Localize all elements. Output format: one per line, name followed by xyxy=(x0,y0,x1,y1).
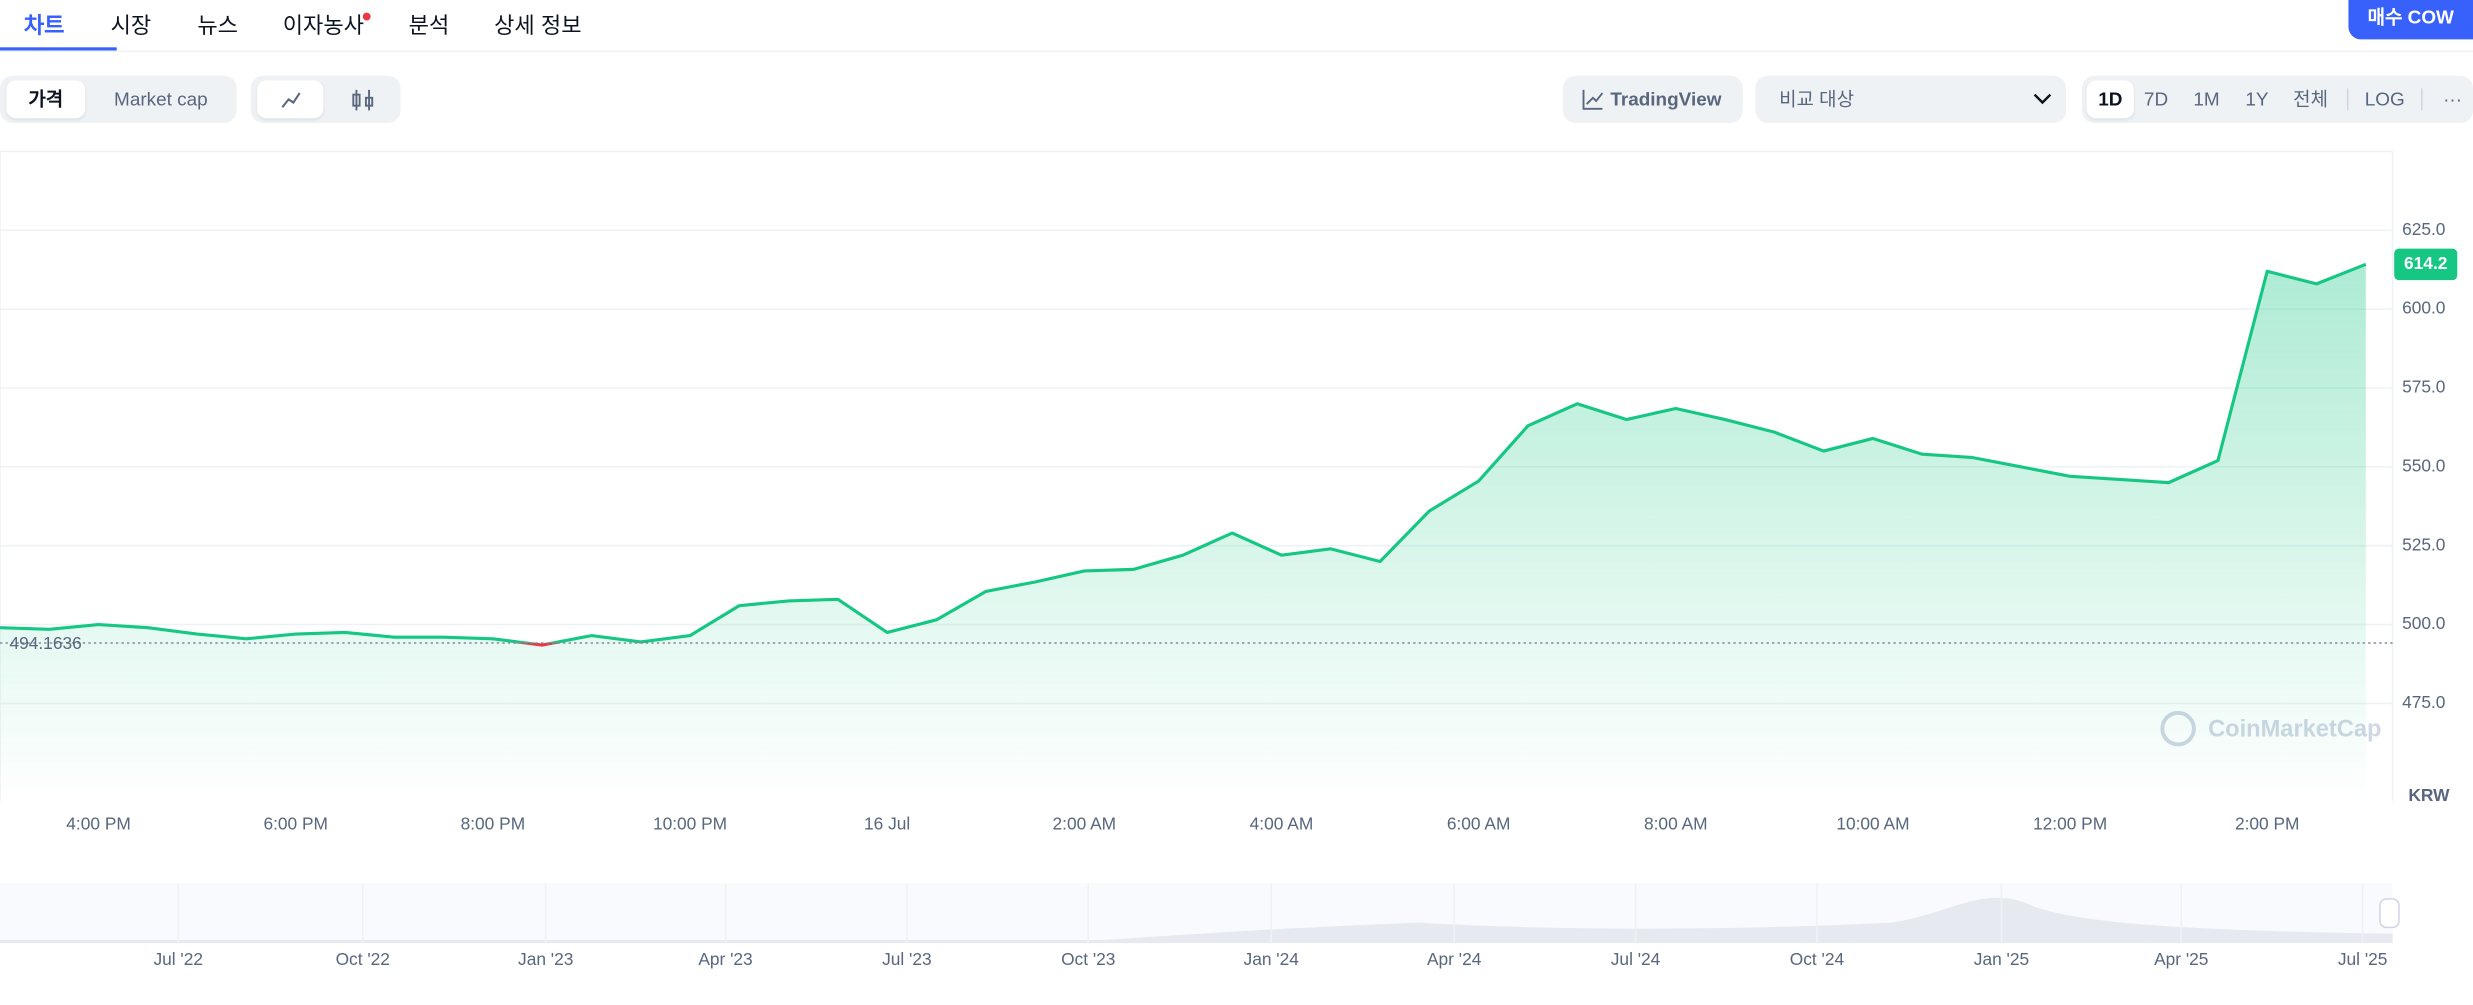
currency-label: KRW xyxy=(2408,785,2450,805)
x-tick-label: 10:00 PM xyxy=(653,813,727,833)
range-selector: 1D 7D 1M 1Y 전체 LOG ··· xyxy=(2081,75,2473,124)
current-price-tag xyxy=(2394,248,2458,281)
tab[interactable]: 상세 정보 xyxy=(494,12,582,38)
divider xyxy=(2421,88,2423,111)
range-1d[interactable]: 1D xyxy=(2086,80,2134,119)
range-1m[interactable]: 1M xyxy=(2193,88,2220,111)
divider xyxy=(2346,88,2349,111)
navigator-label: Jan '23 xyxy=(518,949,573,969)
navigator-label: Jul '25 xyxy=(2338,949,2388,969)
range-1y[interactable]: 1Y xyxy=(2245,88,2269,111)
more-button[interactable]: ··· xyxy=(2443,88,2463,111)
current-price-label: 614.2 xyxy=(2404,253,2447,273)
toggle-market-cap[interactable]: Market cap xyxy=(114,88,208,111)
chart-style-toggle xyxy=(250,75,401,124)
x-tick-label: 8:00 PM xyxy=(461,813,526,833)
tab-divider xyxy=(0,50,2473,53)
notification-dot xyxy=(362,12,371,21)
navigator-label: Apr '24 xyxy=(1427,949,1482,969)
area xyxy=(0,264,2366,802)
navigator-label: Jul '23 xyxy=(882,949,932,969)
y-tick-label: 500.0 xyxy=(2402,613,2445,633)
toggle-price[interactable]: 가격 xyxy=(6,80,86,119)
line-icon xyxy=(281,92,301,108)
tradingview-button[interactable]: TradingView xyxy=(1563,75,1743,124)
y-tick-label: 525.0 xyxy=(2402,534,2445,554)
y-tick-label: 625.0 xyxy=(2402,219,2445,239)
navigator-label: Oct '23 xyxy=(1061,949,1115,969)
tradingview-label: TradingView xyxy=(1610,88,1722,111)
x-tick-label: 10:00 AM xyxy=(1836,813,1909,833)
log-toggle[interactable]: LOG xyxy=(2364,88,2405,111)
x-tick-label: 4:00 PM xyxy=(66,813,131,833)
navigator-label: Jan '25 xyxy=(1974,949,2029,969)
candle-style-button[interactable] xyxy=(330,80,396,118)
x-tick-label: 4:00 AM xyxy=(1250,813,1314,833)
x-tick-label: 2:00 AM xyxy=(1053,813,1117,833)
active-tab-underline xyxy=(0,47,117,51)
candle-icon xyxy=(352,89,374,111)
x-tick-label: 8:00 AM xyxy=(1644,813,1708,833)
compare-label: 비교 대상 xyxy=(1779,88,1854,111)
x-tick-label: 12:00 PM xyxy=(2033,813,2107,833)
navigator-label: Jul '24 xyxy=(1611,949,1661,969)
navigator-label: Jan '24 xyxy=(1244,949,1300,969)
y-tick-label: 475.0 xyxy=(2402,692,2445,712)
navigator-label: Oct '22 xyxy=(336,949,390,969)
navigator-label: Apr '23 xyxy=(698,949,752,969)
x-tick-label: 2:00 PM xyxy=(2235,813,2300,833)
x-tick-label: 16 Jul xyxy=(864,813,910,833)
line-style-button[interactable] xyxy=(257,80,324,119)
navigator-label: Apr '25 xyxy=(2154,949,2208,969)
y-tick-label: 550.0 xyxy=(2402,455,2445,475)
range-all[interactable]: 전체 xyxy=(2293,88,2329,111)
tab[interactable]: 차트 xyxy=(23,12,65,38)
y-tick-label: 600.0 xyxy=(2402,298,2445,318)
tab[interactable]: 분석 xyxy=(408,12,450,38)
tv-icon xyxy=(1582,89,1604,110)
chevron xyxy=(2033,93,2052,105)
price-toggle: 가격 Market cap xyxy=(0,75,237,124)
price-line xyxy=(0,262,2367,647)
x-tick-label: 6:00 PM xyxy=(263,813,328,833)
navigator-label: Jul '22 xyxy=(153,949,203,969)
x-tick-label: 6:00 AM xyxy=(1447,813,1511,833)
y-tick-label: 575.0 xyxy=(2402,377,2445,397)
range-7d[interactable]: 7D xyxy=(2143,88,2169,111)
tab[interactable]: 이자농사 xyxy=(282,12,364,38)
tab[interactable]: 시장 xyxy=(110,12,152,38)
navigator-label: Oct '24 xyxy=(1790,949,1845,969)
buy-button[interactable]: 매수 COW xyxy=(2348,0,2473,40)
reference-label: 494.1636 xyxy=(9,633,81,653)
navigator-handle[interactable] xyxy=(2379,898,2400,929)
compare-dropdown[interactable]: 비교 대상 xyxy=(1755,75,2067,124)
navigator-shape xyxy=(0,897,2393,944)
tab[interactable]: 뉴스 xyxy=(197,12,238,38)
